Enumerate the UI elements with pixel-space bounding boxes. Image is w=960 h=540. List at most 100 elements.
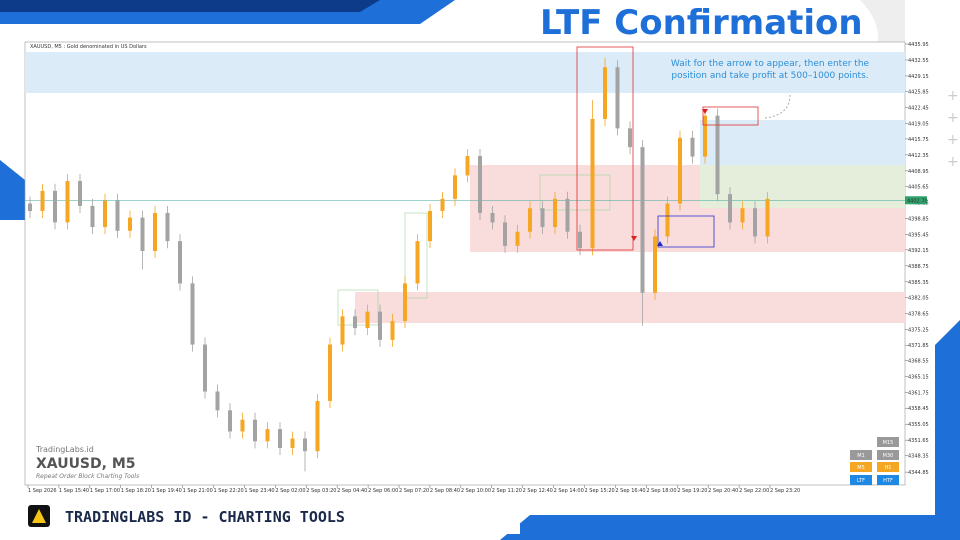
chart-frame [24,41,906,486]
candle-body [315,400,320,452]
y-tick-label: 4348.35 [908,454,929,460]
candle-body [28,203,32,212]
candle-body [553,198,557,228]
candle-body [53,190,57,223]
candle-body [753,208,757,237]
candle-body [765,198,770,237]
timeframe-button-label: M1 [857,453,865,459]
candle-body [328,344,332,401]
candle-body [278,429,282,448]
candle-body [440,198,445,212]
candle-body [528,208,532,232]
watermark-tagline: Repeat Order Block Charting Tools [36,473,139,480]
x-tick-label: 2 Sep 19:20 [677,488,707,494]
x-tick-label: 2 Sep 23:20 [770,488,800,494]
current-price-tag [905,196,927,205]
timeframe-button-label: M15 [883,440,894,446]
candle-body [515,231,520,246]
candle-body [590,118,595,249]
highlight-box [702,106,759,126]
slide-title: LTF Confirmation [540,3,863,43]
y-tick-label: 4375.25 [908,327,929,333]
candle-body [503,222,507,246]
candle-body [90,205,95,228]
zone-outline [404,212,428,299]
x-tick-label: 2 Sep 15:20 [585,488,615,494]
candle-body [115,200,120,231]
y-tick-label: 4378.65 [908,311,929,317]
x-tick-label: 2 Sep 02:00 [275,488,305,494]
current-price-label: 4402.70 [907,198,928,204]
candle-body [265,429,270,442]
y-tick-label: 4415.75 [908,137,929,143]
y-tick-label: 4405.65 [908,184,929,190]
y-tick-label: 4371.85 [908,343,929,349]
timeframe-button[interactable] [877,450,899,460]
y-tick-label: 4358.45 [908,406,929,412]
timeframe-button[interactable] [850,475,872,485]
corner-shape [860,0,905,42]
plus-icon: + [947,88,959,104]
candle-body [540,208,545,228]
candle-body [40,190,45,212]
y-tick-label: 4368.55 [908,359,929,365]
x-tick-label: 2 Sep 12:40 [523,488,553,494]
buy-arrow [657,241,663,246]
y-tick-label: 4432.55 [908,58,929,64]
side-shape [935,320,960,540]
candle-body [203,344,207,392]
candle-body [128,217,132,231]
highlight-box [657,215,715,248]
candle-body [253,419,257,442]
candle-body [228,410,232,432]
zone [700,120,905,165]
x-tick-label: 2 Sep 18:00 [646,488,676,494]
timeframe-button[interactable] [877,475,899,485]
timeframe-button-label: M30 [883,453,894,459]
sell-arrow [631,236,637,241]
zone-outline [337,289,379,326]
candle-body [465,156,470,176]
x-tick-label: 2 Sep 07:20 [399,488,429,494]
footer-text: TRADINGLABS ID - CHARTING TOOLS [65,508,345,526]
timeframe-button[interactable] [850,450,872,460]
candle-body [728,194,732,223]
chart-header: XAUUSD, M5 : Gold denominated in US Doll… [30,44,147,50]
y-tick-label: 4408.95 [908,169,929,175]
timeframe-button[interactable] [850,462,872,472]
plus-icon: + [947,110,959,126]
x-tick-label: 2 Sep 10:00 [461,488,491,494]
y-tick-label: 4395.45 [908,232,929,238]
candle-body [628,128,632,148]
x-tick-label: 2 Sep 16:40 [615,488,645,494]
candle-body [165,212,170,242]
x-tick-label: 2 Sep 11:20 [492,488,522,494]
x-tick-label: 1 Sep 21:00 [183,488,213,494]
x-tick-label: 2 Sep 06:00 [368,488,398,494]
candle-body [365,311,370,329]
x-tick-label: 2 Sep 20:40 [708,488,738,494]
note: Wait for the arrow to appear, then enter… [670,59,870,81]
y-tick-label: 4419.05 [908,121,929,127]
watermark-brand: TradingLabs.id [35,445,94,454]
y-tick-label: 4344.85 [908,470,929,476]
candle-body [190,283,195,345]
y-tick-label: 4412.35 [908,153,929,159]
watermark-symbol: XAUUSD, M5 [36,456,136,472]
candle-body [240,419,245,432]
candle-body [640,147,645,293]
note-box: Wait for the arrow to appear, then enter… [670,59,870,81]
x-tick-label: 1 Sep 17:00 [90,488,120,494]
x-tick-label: 2 Sep 04:40 [337,488,367,494]
x-tick-label: 2 Sep 08:40 [430,488,460,494]
candle-body [428,211,432,242]
candle-body [740,208,745,223]
candle-body [703,115,707,157]
candle-body [390,321,395,340]
y-tick-label: 4422.45 [908,105,929,111]
timeframe-button[interactable] [877,462,899,472]
candle-body [303,438,307,452]
timeframe-button[interactable] [877,437,899,447]
x-tick-label: 1 Sep 22:20 [214,488,244,494]
candle-body [340,316,345,345]
